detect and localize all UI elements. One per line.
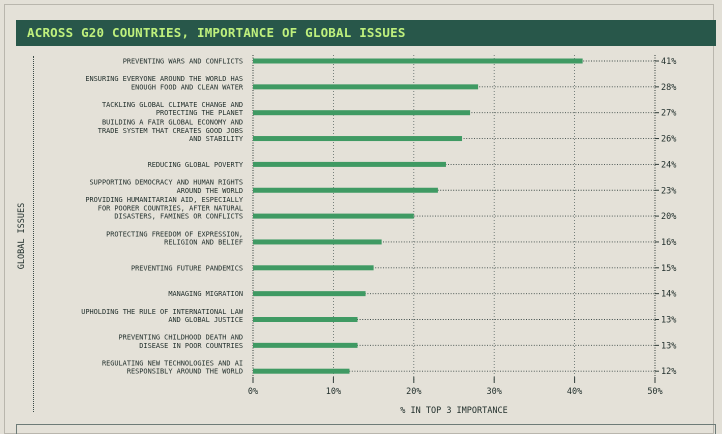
y-axis-divider [33, 56, 34, 412]
value-label: 14% [661, 290, 676, 300]
value-label: 12% [661, 367, 676, 377]
category-label: PROVIDING HUMANITARIAN AID, ESPECIALLY [85, 196, 243, 204]
bar [253, 84, 479, 90]
category-label: PROTECTING THE PLANET [156, 109, 243, 117]
bar [253, 58, 583, 64]
category-label: DISEASE IN POOR COUNTRIES [139, 342, 243, 350]
category-label: TRADE SYSTEM THAT CREATES GOOD JOBS [98, 127, 243, 135]
bar [253, 187, 438, 193]
category-label: RELIGION AND BELIEF [164, 238, 243, 246]
value-label: 20% [661, 212, 676, 222]
value-label: 16% [661, 238, 676, 248]
value-label: 26% [661, 135, 676, 145]
value-label: 28% [661, 83, 676, 93]
category-label: AROUND THE WORLD [177, 187, 243, 195]
bar [253, 291, 366, 297]
value-label: 13% [661, 316, 676, 326]
x-axis-label: % IN TOP 3 IMPORTANCE [400, 406, 507, 416]
value-label: 15% [661, 264, 676, 274]
category-label: PREVENTING WARS AND CONFLICTS [123, 58, 243, 66]
x-tick-label: 10% [326, 387, 341, 397]
value-label: 13% [661, 341, 676, 351]
chart-title-bar: ACROSS G20 COUNTRIES, IMPORTANCE OF GLOB… [16, 20, 716, 46]
category-label: FOR POORER COUNTRIES, AFTER NATURAL [98, 204, 243, 212]
value-label: 27% [661, 109, 676, 119]
category-label: PROTECTING FREEDOM OF EXPRESSION, [106, 230, 243, 238]
category-label: REGULATING NEW TECHNOLOGIES AND AI [102, 360, 243, 368]
bar [253, 342, 358, 348]
category-label: ENOUGH FOOD AND CLEAN WATER [131, 83, 244, 91]
bar [253, 161, 446, 167]
category-label: BUILDING A FAIR GLOBAL ECONOMY AND [102, 119, 243, 127]
category-label: UPHOLDING THE RULE OF INTERNATIONAL LAW [81, 308, 244, 316]
y-axis-label: GLOBAL ISSUES [17, 203, 27, 270]
category-label: ENSURING EVERYONE AROUND THE WORLD HAS [85, 75, 243, 83]
category-label: AND GLOBAL JUSTICE [168, 316, 243, 324]
bar [253, 213, 414, 219]
bar [253, 265, 374, 271]
bar [253, 368, 350, 374]
bar [253, 239, 382, 245]
category-label: MANAGING MIGRATION [168, 290, 243, 298]
value-label: 41% [661, 57, 676, 67]
category-label: PREVENTING FUTURE PANDEMICS [131, 264, 243, 272]
chart-card [4, 4, 714, 434]
chart-title: ACROSS G20 COUNTRIES, IMPORTANCE OF GLOB… [27, 25, 406, 40]
category-label: PREVENTING CHILDHOOD DEATH AND [119, 334, 243, 342]
footer-panel [16, 424, 716, 434]
bar [253, 110, 471, 116]
category-label: AND STABILITY [189, 135, 244, 143]
x-tick-label: 50% [647, 387, 662, 397]
x-tick-label: 30% [487, 387, 502, 397]
category-label: REDUCING GLOBAL POVERTY [148, 161, 244, 169]
category-label: RESPONSIBLY AROUND THE WORLD [127, 368, 243, 376]
bar [253, 136, 463, 142]
bar [253, 317, 358, 322]
category-label: TACKLING GLOBAL CLIMATE CHANGE AND [102, 101, 243, 109]
x-tick-label: 40% [567, 387, 582, 397]
category-label: SUPPORTING DEMOCRACY AND HUMAN RIGHTS [90, 179, 244, 187]
category-label: DISASTERS, FAMINES OR CONFLICTS [114, 213, 243, 221]
x-tick-label: 20% [406, 387, 421, 397]
value-label: 23% [661, 186, 676, 196]
value-label: 24% [661, 160, 676, 170]
x-tick-label: 0% [248, 387, 258, 397]
